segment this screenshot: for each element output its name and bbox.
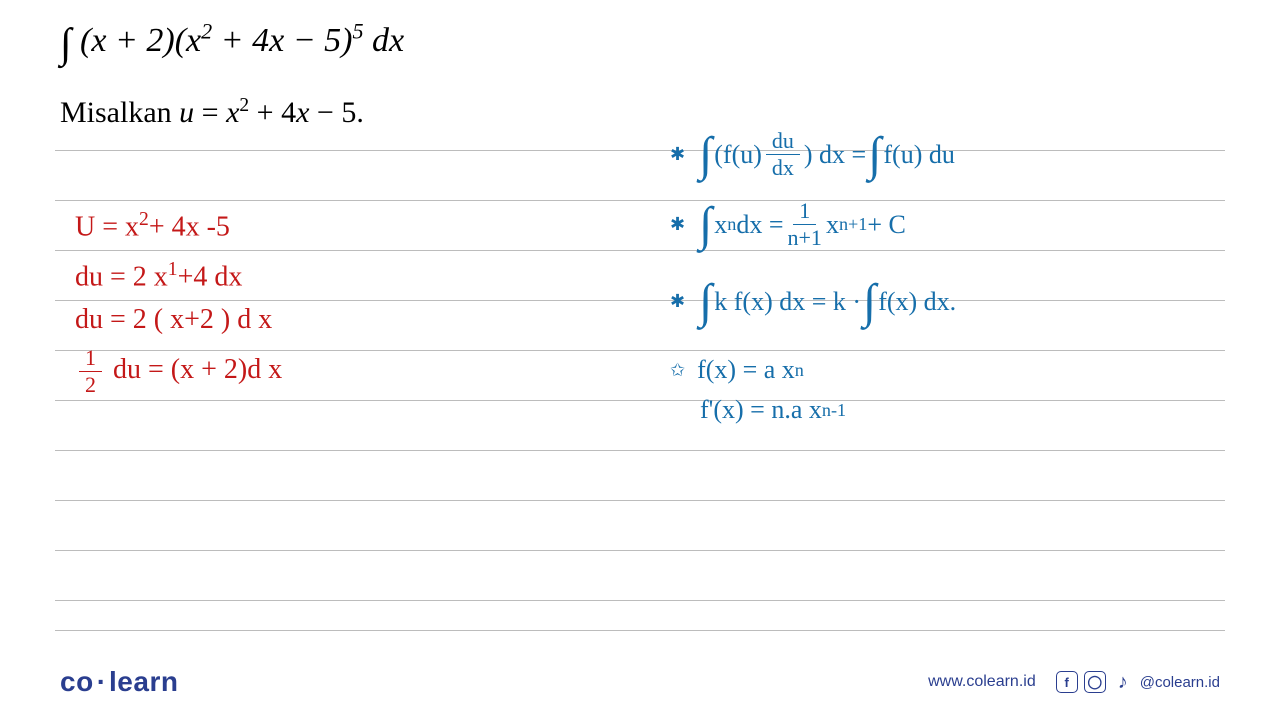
rule-line bbox=[55, 150, 1225, 151]
problem-statement: ∫ (x + 2)(x2 + 4x − 5)5 dx Misalkan u = … bbox=[60, 15, 580, 134]
blue-rule: f'(x) = n.a xn-1 bbox=[670, 395, 846, 425]
worked-steps-red: U = x2+ 4x -5du = 2 x1+4 dxdu = 2 ( x+2 … bbox=[75, 195, 282, 395]
problem-substitution: Misalkan u = x2 + 4x − 5. bbox=[60, 92, 580, 134]
instagram-icon: ◯ bbox=[1084, 671, 1106, 693]
social-handle: @colearn.id bbox=[1140, 674, 1220, 691]
facebook-icon: f bbox=[1056, 671, 1078, 693]
problem-integral: ∫ (x + 2)(x2 + 4x − 5)5 dx bbox=[60, 15, 580, 74]
logo-dot: · bbox=[97, 666, 106, 697]
red-step: du = 2 ( x+2 ) d x bbox=[75, 295, 282, 345]
rule-line bbox=[55, 550, 1225, 551]
red-step: 12 du = (x + 2)d x bbox=[75, 345, 282, 395]
rule-line bbox=[55, 500, 1225, 501]
logo-post: learn bbox=[109, 666, 178, 697]
logo-pre: co bbox=[60, 666, 94, 697]
rule-line bbox=[55, 630, 1225, 631]
red-step: U = x2+ 4x -5 bbox=[75, 195, 282, 245]
brand-logo: co·learn bbox=[60, 666, 178, 698]
rule-line bbox=[55, 400, 1225, 401]
rule-line bbox=[55, 600, 1225, 601]
blue-rule: ✱ ∫k f(x) dx = k · ∫ f(x) dx. bbox=[670, 285, 956, 319]
tiktok-icon: ♪ bbox=[1112, 671, 1134, 693]
blue-rule: ✩ f(x) = a xn bbox=[670, 355, 804, 385]
rule-line bbox=[55, 450, 1225, 451]
footer: co·learn www.colearn.id f ◯ ♪ @colearn.i… bbox=[0, 666, 1280, 698]
blue-rule: ✱ ∫(f(u) dudx) dx = ∫ f(u) du bbox=[670, 130, 955, 179]
red-step: du = 2 x1+4 dx bbox=[75, 245, 282, 295]
blue-rule: ✱ ∫xn dx = 1n+1 xn+1 + C bbox=[670, 200, 906, 249]
website-url: www.colearn.id bbox=[928, 673, 1036, 691]
page: ∫ (x + 2)(x2 + 4x − 5)5 dx Misalkan u = … bbox=[0, 0, 1280, 720]
social-links: f ◯ ♪ @colearn.id bbox=[1056, 671, 1220, 693]
